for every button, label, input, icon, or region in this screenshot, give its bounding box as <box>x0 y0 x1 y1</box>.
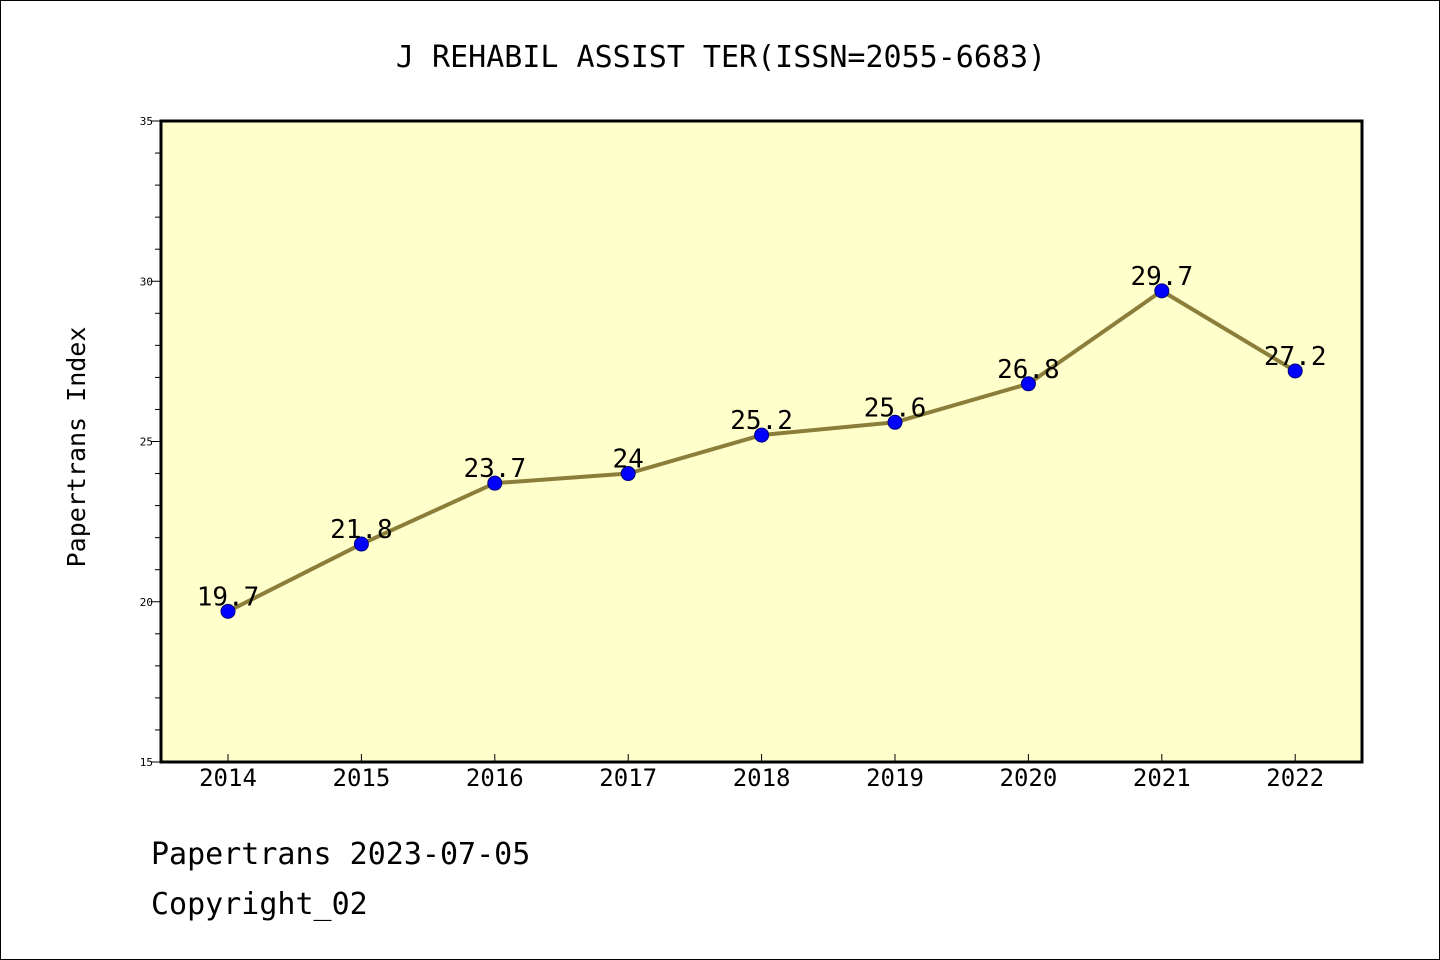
data-point <box>1020 376 1036 392</box>
data-label: 23.7 <box>463 454 526 484</box>
footer-copyright: Copyright_02 <box>151 887 368 922</box>
x-tick-label: 2021 <box>1133 764 1191 792</box>
data-point <box>353 536 369 552</box>
data-label: 29.7 <box>1130 262 1193 292</box>
data-label: 21.8 <box>330 515 393 545</box>
y-tick-label: 20 <box>140 596 153 609</box>
x-tick-label: 2020 <box>1000 764 1058 792</box>
data-point <box>1287 363 1303 379</box>
data-label: 26.8 <box>997 355 1060 385</box>
data-point <box>487 475 503 491</box>
y-tick-label: 30 <box>140 275 153 288</box>
data-point <box>887 414 903 430</box>
series-layer: 19.7 21.8 23.7 24 25.2 25.6 26.8 29.7 27.2 <box>197 262 1327 619</box>
data-label: 25.6 <box>864 393 927 423</box>
y-tick-label: 25 <box>140 436 153 449</box>
data-point <box>620 466 636 482</box>
x-tick-label: 2015 <box>333 764 391 792</box>
data-point <box>1154 283 1170 299</box>
y-tick-label: 35 <box>140 115 153 128</box>
x-axis: 2014 2015 2016 2017 2018 2019 2020 2021 2022 <box>199 754 1324 792</box>
data-label: 27.2 <box>1264 342 1327 372</box>
chart-title: J REHABIL ASSIST TER(ISSN=2055-6683) <box>396 40 1046 75</box>
data-label: 24 <box>613 445 644 475</box>
data-point <box>220 603 236 619</box>
x-tick-label: 2014 <box>199 764 257 792</box>
y-tick-label: 15 <box>140 756 153 769</box>
data-label: 19.7 <box>197 582 260 612</box>
x-tick-label: 2019 <box>866 764 924 792</box>
y-axis-label: Papertrans Index <box>62 327 91 568</box>
footer-date: Papertrans 2023-07-05 <box>151 837 531 872</box>
x-tick-label: 2016 <box>466 764 524 792</box>
data-point <box>754 427 770 443</box>
x-tick-label: 2022 <box>1266 764 1324 792</box>
x-tick-label: 2018 <box>733 764 791 792</box>
x-tick-label: 2017 <box>599 764 657 792</box>
data-label: 25.2 <box>730 406 793 436</box>
y-axis: 15 20 25 30 35 <box>140 115 161 769</box>
